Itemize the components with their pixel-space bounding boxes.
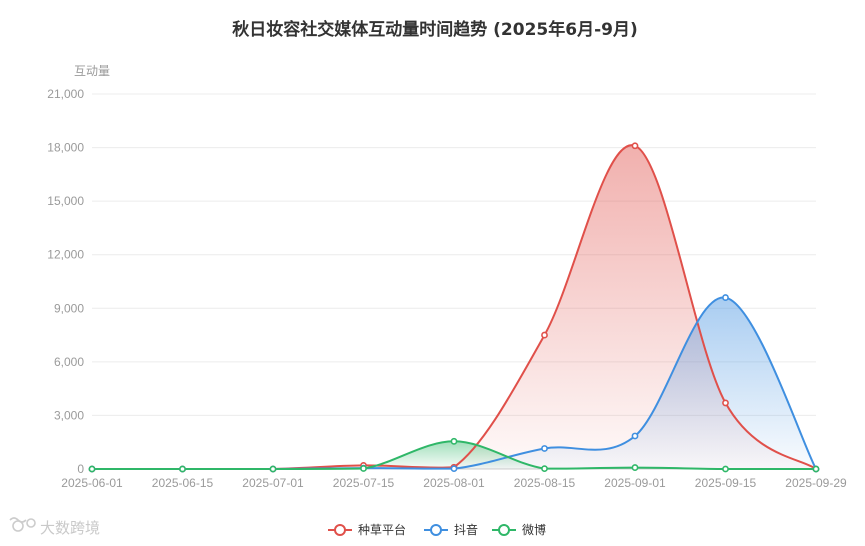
data-point[interactable]	[541, 331, 548, 339]
x-tick-label: 2025-08-15	[514, 476, 576, 490]
data-point[interactable]	[722, 294, 729, 301]
x-tick-label: 2025-08-01	[423, 476, 485, 490]
x-tick-label: 2025-06-01	[61, 476, 123, 490]
legend-label: 种草平台	[358, 522, 406, 537]
x-tick-label: 2025-09-29	[785, 476, 847, 490]
data-point[interactable]	[269, 465, 277, 473]
y-axis-ticks: 0 3,000 6,000 9,000 12,000 15,000 18,000 21,000	[47, 87, 84, 476]
chart-title: 秋日妆容社交媒体互动量时间趋势 (2025年6月-9月)	[232, 19, 637, 40]
data-point[interactable]	[450, 465, 458, 473]
data-point[interactable]	[88, 465, 96, 473]
y-axis-label: 互动量	[74, 64, 110, 78]
data-point[interactable]	[722, 399, 729, 407]
y-tick-label: 9,000	[54, 301, 84, 315]
series-areas	[92, 145, 816, 469]
legend-marker	[498, 524, 510, 536]
watermark-logo-icon	[9, 517, 36, 532]
legend-item[interactable]: 种草平台	[328, 522, 406, 537]
data-point[interactable]	[541, 465, 548, 473]
data-point[interactable]	[631, 432, 639, 440]
grid-lines	[92, 93, 816, 470]
y-tick-label: 6,000	[54, 355, 84, 369]
data-point[interactable]	[179, 465, 186, 473]
series-area	[92, 441, 816, 469]
legend-item[interactable]: 微博	[492, 522, 546, 537]
x-tick-label: 2025-07-15	[333, 476, 395, 490]
data-point[interactable]	[631, 464, 639, 471]
legend[interactable]: 种草平台 抖音 微博	[328, 522, 546, 537]
legend-item[interactable]: 抖音	[424, 522, 478, 537]
x-tick-label: 2025-09-15	[695, 476, 757, 490]
y-tick-label: 15,000	[47, 194, 84, 208]
watermark-text: 大数跨境	[40, 519, 100, 537]
x-tick-label: 2025-06-15	[152, 476, 214, 490]
y-tick-label: 18,000	[47, 141, 84, 155]
legend-marker	[430, 524, 442, 536]
y-tick-label: 21,000	[47, 87, 84, 101]
legend-label: 抖音	[454, 522, 478, 537]
data-point[interactable]	[360, 465, 367, 472]
series-points	[88, 142, 820, 473]
y-tick-label: 3,000	[54, 408, 84, 422]
watermark: 大数跨境	[9, 517, 100, 537]
x-tick-label: 2025-09-01	[604, 476, 666, 490]
legend-label: 微博	[522, 522, 546, 537]
data-point[interactable]	[450, 437, 458, 445]
data-point[interactable]	[722, 465, 729, 473]
series-area	[92, 297, 816, 469]
x-axis-ticks: 2025-06-01 2025-06-15 2025-07-01 2025-07-15…	[61, 476, 847, 490]
series-area	[92, 145, 816, 469]
data-point[interactable]	[541, 445, 548, 452]
y-tick-label: 12,000	[47, 248, 84, 262]
legend-marker	[334, 524, 346, 536]
data-point[interactable]	[631, 142, 639, 150]
data-point[interactable]	[812, 465, 820, 473]
x-tick-label: 2025-07-01	[242, 476, 304, 490]
y-tick-label: 0	[77, 462, 84, 476]
